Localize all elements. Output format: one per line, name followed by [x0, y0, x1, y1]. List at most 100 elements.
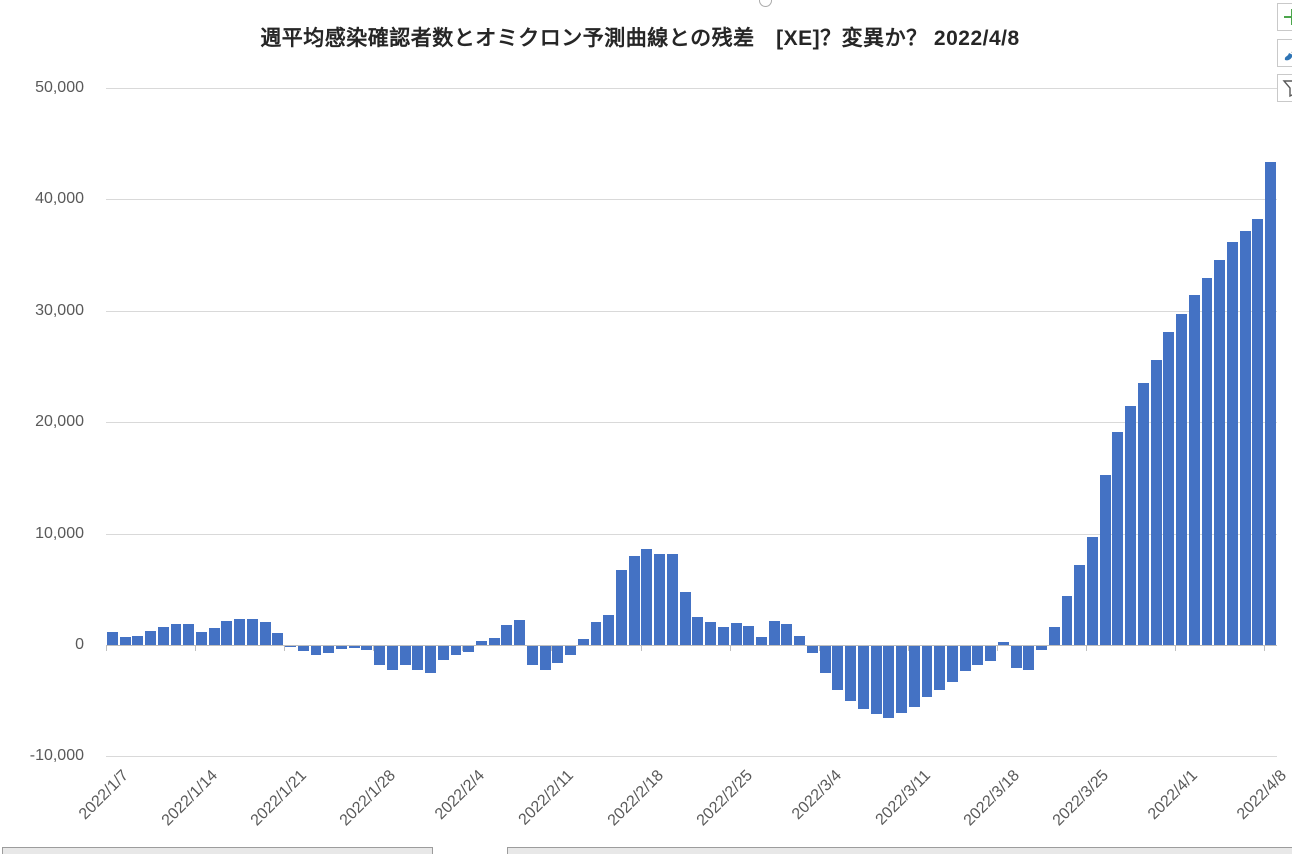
bar[interactable] [386, 646, 398, 670]
bar[interactable] [641, 548, 653, 645]
bar[interactable] [577, 638, 589, 645]
bar[interactable] [959, 646, 971, 672]
bar[interactable] [666, 553, 678, 645]
bar[interactable] [730, 622, 742, 645]
bar[interactable] [857, 646, 869, 709]
bar[interactable] [1265, 161, 1277, 645]
bar[interactable] [565, 646, 577, 656]
bar[interactable] [463, 646, 475, 652]
bar[interactable] [437, 646, 449, 660]
bar[interactable] [1010, 646, 1022, 669]
bar[interactable] [1150, 359, 1162, 645]
y-axis-tick-label: 30,000 [35, 301, 84, 319]
bar[interactable] [1112, 432, 1124, 645]
bar[interactable] [896, 646, 907, 713]
bar[interactable] [297, 646, 309, 652]
bar[interactable] [539, 646, 551, 670]
x-axis-tick [1175, 646, 1177, 651]
bar[interactable] [425, 646, 437, 673]
bar[interactable] [603, 614, 615, 645]
bar[interactable] [1252, 219, 1264, 645]
bar[interactable] [781, 624, 793, 645]
bar[interactable] [743, 625, 755, 645]
bar[interactable] [488, 637, 500, 645]
bar[interactable] [323, 646, 335, 653]
x-axis-tick [195, 646, 197, 651]
bar[interactable] [845, 646, 857, 701]
bar[interactable] [1214, 259, 1226, 645]
bar[interactable] [374, 646, 386, 666]
bar[interactable] [908, 646, 920, 707]
bar[interactable] [616, 570, 627, 645]
bar[interactable] [348, 646, 360, 649]
bar[interactable] [195, 632, 207, 645]
bar[interactable] [310, 646, 322, 656]
bar[interactable] [526, 646, 538, 666]
bar[interactable] [997, 642, 1009, 645]
bar[interactable] [819, 646, 831, 673]
bar[interactable] [654, 553, 666, 645]
bar[interactable] [1188, 294, 1200, 645]
bar[interactable] [972, 646, 984, 666]
chart-elements-button[interactable] [1277, 3, 1292, 31]
bar[interactable] [246, 619, 258, 645]
bar[interactable] [692, 616, 704, 645]
bar[interactable] [183, 623, 195, 645]
bar[interactable] [756, 636, 767, 645]
bar[interactable] [106, 632, 118, 645]
bar[interactable] [832, 646, 844, 690]
bar[interactable] [234, 618, 246, 645]
bar[interactable] [794, 636, 806, 645]
bar[interactable] [590, 621, 602, 645]
bar[interactable] [985, 646, 997, 662]
bar[interactable] [157, 626, 169, 645]
bar[interactable] [208, 628, 220, 645]
bar[interactable] [552, 646, 564, 663]
bar[interactable] [1125, 406, 1137, 645]
bar[interactable] [921, 646, 933, 697]
bar[interactable] [259, 622, 271, 645]
chart-styles-button[interactable] [1277, 39, 1292, 67]
bar[interactable] [450, 646, 462, 656]
bar[interactable] [361, 646, 373, 650]
gridline [106, 533, 1277, 535]
bar[interactable] [883, 646, 895, 718]
bar[interactable] [1176, 313, 1187, 645]
bar[interactable] [934, 646, 946, 690]
bar[interactable] [1061, 595, 1073, 645]
bar[interactable] [705, 621, 717, 645]
bar[interactable] [1201, 278, 1213, 645]
bar[interactable] [1036, 646, 1047, 651]
bar[interactable] [806, 646, 818, 654]
bar[interactable] [514, 620, 526, 645]
bar[interactable] [1086, 536, 1098, 645]
bar[interactable] [628, 556, 640, 645]
bar[interactable] [170, 623, 182, 645]
bar[interactable] [1239, 231, 1251, 645]
bar[interactable] [870, 646, 882, 714]
bar[interactable] [1023, 646, 1035, 670]
chart-selection-handle[interactable] [759, 0, 772, 7]
bar[interactable] [412, 646, 424, 670]
bar[interactable] [1226, 241, 1238, 645]
bar[interactable] [145, 630, 156, 645]
bar[interactable] [285, 646, 297, 648]
bar[interactable] [1074, 564, 1086, 645]
bar[interactable] [946, 646, 958, 682]
bar[interactable] [476, 640, 487, 645]
bar[interactable] [501, 624, 513, 645]
bar[interactable] [768, 620, 780, 645]
bar[interactable] [132, 635, 144, 645]
bar[interactable] [1137, 382, 1149, 645]
bar[interactable] [1099, 475, 1111, 645]
bar[interactable] [1163, 331, 1175, 645]
bar[interactable] [1048, 626, 1060, 645]
bar[interactable] [119, 637, 131, 645]
chart-filters-button[interactable] [1277, 74, 1292, 102]
bar[interactable] [272, 632, 284, 645]
bar[interactable] [679, 592, 691, 645]
bar[interactable] [336, 646, 347, 649]
bar[interactable] [399, 646, 411, 666]
bar[interactable] [221, 621, 233, 645]
bar[interactable] [717, 626, 729, 645]
